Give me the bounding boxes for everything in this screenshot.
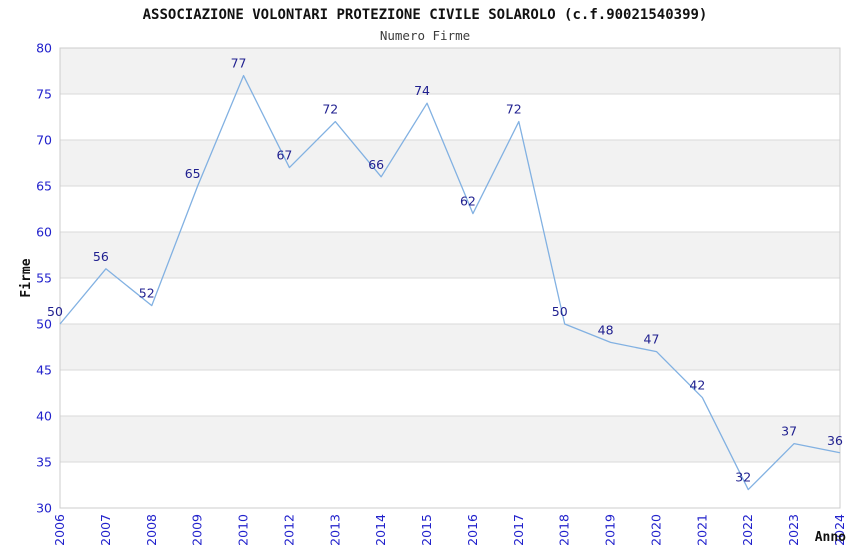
y-tick-label: 80 bbox=[36, 41, 52, 56]
x-tick-label: 2023 bbox=[786, 514, 801, 546]
data-label: 36 bbox=[827, 433, 843, 448]
x-tick-label: 2016 bbox=[465, 514, 480, 546]
x-tick-label: 2019 bbox=[603, 514, 618, 546]
x-tick-label: 2010 bbox=[236, 514, 251, 546]
data-label: 62 bbox=[460, 194, 476, 209]
data-label: 77 bbox=[231, 56, 247, 71]
data-label: 37 bbox=[781, 424, 797, 439]
data-label: 48 bbox=[598, 322, 614, 337]
series-line bbox=[59, 74, 841, 491]
y-axis-tick-labels: 30 35 40 45 50 55 60 65 70 75 80 bbox=[36, 41, 52, 516]
x-tick-label: 2024 bbox=[832, 514, 847, 546]
y-tick-label: 40 bbox=[36, 409, 52, 424]
data-label: 65 bbox=[185, 166, 201, 181]
y-tick-label: 65 bbox=[36, 179, 52, 194]
y-tick-label: 75 bbox=[36, 87, 52, 102]
gridlines bbox=[60, 93, 840, 463]
plot-bands bbox=[60, 48, 840, 508]
data-label: 72 bbox=[506, 102, 522, 117]
data-label: 66 bbox=[368, 157, 384, 172]
x-tick-label: 2012 bbox=[281, 514, 296, 546]
y-tick-label: 45 bbox=[36, 363, 52, 378]
data-label: 52 bbox=[139, 286, 155, 301]
plot-band bbox=[60, 94, 840, 140]
plot-band bbox=[60, 370, 840, 416]
x-tick-label: 2006 bbox=[52, 514, 67, 546]
data-labels: 50 56 52 65 77 67 72 66 74 62 72 50 48 47 42 32 37 36 bbox=[47, 56, 843, 485]
x-axis-title: Anno bbox=[815, 530, 846, 545]
plot-border bbox=[59, 47, 841, 509]
x-tick-label: 2014 bbox=[373, 514, 388, 546]
plot-band bbox=[60, 462, 840, 508]
x-tick-label: 2007 bbox=[98, 514, 113, 546]
plot-band bbox=[60, 48, 840, 94]
x-tick-label: 2021 bbox=[694, 514, 709, 546]
data-label: 67 bbox=[276, 148, 292, 163]
y-tick-label: 60 bbox=[36, 225, 52, 240]
plot-band bbox=[60, 140, 840, 186]
chart-title: ASSOCIAZIONE VOLONTARI PROTEZIONE CIVILE… bbox=[143, 7, 708, 23]
plot-band bbox=[60, 416, 840, 462]
data-label: 50 bbox=[47, 304, 63, 319]
x-axis-tick-labels: 2006 2007 2008 2009 2010 2012 2013 2014 2015 2016… bbox=[52, 514, 847, 546]
data-label: 74 bbox=[414, 83, 430, 98]
x-tick-label: 2008 bbox=[144, 514, 159, 546]
x-tick-label: 2009 bbox=[190, 514, 205, 546]
data-label: 42 bbox=[689, 378, 705, 393]
plot-band bbox=[60, 324, 840, 370]
x-tick-label: 2017 bbox=[511, 514, 526, 546]
y-tick-label: 70 bbox=[36, 133, 52, 148]
plot-band bbox=[60, 232, 840, 278]
x-tick-label: 2022 bbox=[740, 514, 755, 546]
plot-band bbox=[60, 186, 840, 232]
x-tick-label: 2015 bbox=[419, 514, 434, 546]
y-tick-label: 35 bbox=[36, 455, 52, 470]
data-label: 47 bbox=[644, 332, 660, 347]
x-tick-label: 2018 bbox=[557, 514, 572, 546]
y-tick-label: 55 bbox=[36, 271, 52, 286]
x-tick-label: 2013 bbox=[327, 514, 342, 546]
chart-subtitle: Numero Firme bbox=[380, 28, 470, 43]
data-label: 50 bbox=[552, 304, 568, 319]
x-tick-label: 2020 bbox=[648, 514, 663, 546]
plot-band bbox=[60, 278, 840, 324]
y-tick-label: 30 bbox=[36, 501, 52, 516]
data-label: 72 bbox=[322, 102, 338, 117]
series-layer bbox=[59, 74, 841, 491]
data-label: 32 bbox=[735, 470, 751, 485]
data-label: 56 bbox=[93, 249, 109, 264]
y-axis-title: Firme bbox=[19, 258, 34, 297]
y-tick-label: 50 bbox=[36, 317, 52, 332]
